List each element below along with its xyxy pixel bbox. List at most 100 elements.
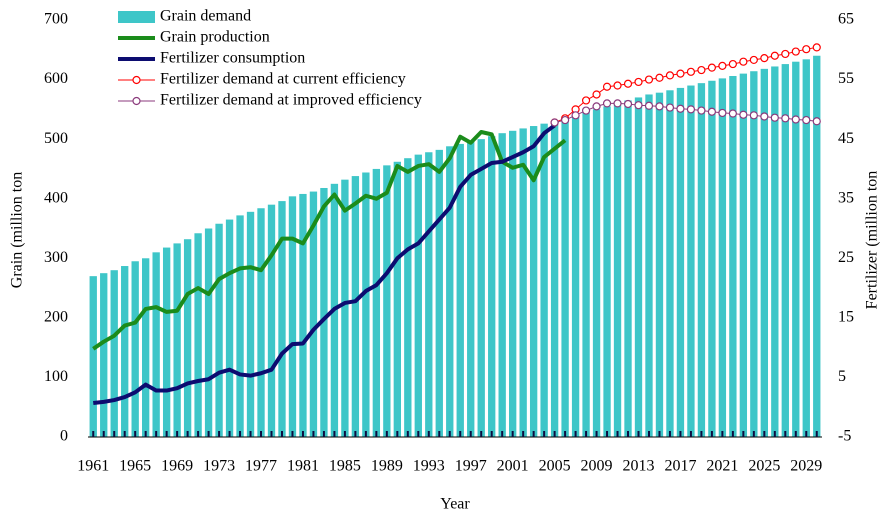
bar bbox=[613, 103, 622, 438]
bar bbox=[802, 59, 810, 438]
bar bbox=[89, 276, 97, 437]
marker bbox=[728, 59, 737, 69]
marker bbox=[739, 110, 748, 119]
bar bbox=[215, 223, 223, 437]
bar bbox=[750, 71, 758, 437]
marker bbox=[791, 47, 800, 56]
bar bbox=[540, 123, 548, 437]
marker bbox=[644, 75, 654, 84]
y-tick-label: 200 bbox=[44, 309, 68, 326]
legend-label: Grain demand bbox=[160, 8, 251, 25]
bar bbox=[362, 172, 370, 437]
bar bbox=[320, 187, 328, 437]
bar bbox=[299, 193, 307, 437]
marker bbox=[781, 114, 790, 123]
y-tick-label: 700 bbox=[44, 11, 68, 28]
x-tick-label: 1969 bbox=[161, 458, 193, 475]
marker bbox=[760, 112, 769, 121]
y-tick-label: 500 bbox=[44, 130, 68, 147]
marker bbox=[581, 106, 591, 115]
marker bbox=[802, 45, 811, 54]
bar bbox=[162, 247, 171, 437]
bar bbox=[393, 161, 401, 437]
bar bbox=[676, 87, 685, 437]
bar bbox=[582, 112, 590, 437]
y2-tick-label: 25 bbox=[838, 249, 854, 266]
bar bbox=[278, 201, 286, 437]
marker bbox=[655, 73, 664, 82]
bar bbox=[121, 266, 129, 437]
y-tick-label: 400 bbox=[44, 189, 68, 206]
marker bbox=[770, 113, 779, 122]
bar bbox=[194, 233, 202, 437]
x-tick-label: 1965 bbox=[119, 458, 151, 475]
line bbox=[93, 123, 556, 406]
bar bbox=[813, 55, 821, 437]
y2-tick-label: 35 bbox=[838, 189, 854, 206]
marker bbox=[718, 108, 727, 118]
x-tick-label: 2017 bbox=[664, 458, 696, 475]
bar bbox=[246, 211, 255, 437]
y-tick-label: 100 bbox=[44, 368, 68, 385]
bar bbox=[697, 83, 706, 437]
x-tick-label: 1997 bbox=[455, 458, 487, 475]
bar bbox=[687, 85, 695, 438]
bar bbox=[110, 270, 118, 437]
y2-tick-label: 15 bbox=[838, 309, 854, 326]
bar bbox=[645, 94, 653, 437]
bar bbox=[718, 78, 727, 437]
bar bbox=[173, 243, 181, 437]
bar bbox=[372, 168, 381, 437]
marker bbox=[770, 51, 779, 60]
bar bbox=[771, 66, 779, 438]
x-tick-label: 1973 bbox=[203, 458, 235, 475]
marker bbox=[613, 99, 622, 108]
bar bbox=[142, 258, 150, 437]
bar bbox=[634, 97, 643, 437]
bar bbox=[435, 149, 443, 437]
marker bbox=[602, 82, 612, 91]
bar bbox=[183, 239, 192, 437]
legend-marker bbox=[132, 75, 141, 85]
bar bbox=[488, 136, 496, 437]
y2-tick-label: -5 bbox=[838, 428, 851, 445]
x-tick-label: 2009 bbox=[581, 458, 613, 475]
marker bbox=[781, 49, 790, 59]
line bbox=[92, 129, 567, 351]
bar bbox=[257, 208, 265, 437]
marker bbox=[686, 67, 696, 76]
marker bbox=[739, 57, 748, 66]
marker bbox=[623, 99, 633, 109]
marker bbox=[602, 99, 612, 108]
bar bbox=[467, 141, 475, 438]
marker bbox=[571, 111, 580, 120]
marker bbox=[634, 101, 643, 110]
x-axis-title: Year bbox=[440, 496, 470, 512]
bar bbox=[792, 61, 800, 437]
bar bbox=[100, 273, 108, 437]
marker bbox=[560, 115, 570, 125]
bar bbox=[267, 204, 276, 437]
bar bbox=[404, 158, 412, 437]
x-tick-label: 1985 bbox=[329, 458, 361, 475]
marker bbox=[676, 104, 685, 113]
y2-tick-label: 55 bbox=[838, 70, 854, 87]
y2-tick-label: 45 bbox=[838, 130, 854, 147]
marker bbox=[707, 107, 717, 116]
marker bbox=[697, 65, 706, 75]
marker bbox=[613, 81, 622, 90]
x-tick-label: 1977 bbox=[245, 458, 277, 475]
marker bbox=[665, 71, 675, 80]
bar bbox=[351, 176, 360, 437]
marker bbox=[812, 117, 821, 126]
x-tick-label: 2005 bbox=[539, 458, 571, 475]
marker bbox=[697, 106, 706, 115]
bar bbox=[446, 146, 454, 437]
bar bbox=[655, 92, 664, 438]
marker bbox=[634, 77, 643, 87]
marker bbox=[592, 102, 601, 111]
bar bbox=[341, 179, 349, 437]
marker bbox=[812, 43, 821, 52]
